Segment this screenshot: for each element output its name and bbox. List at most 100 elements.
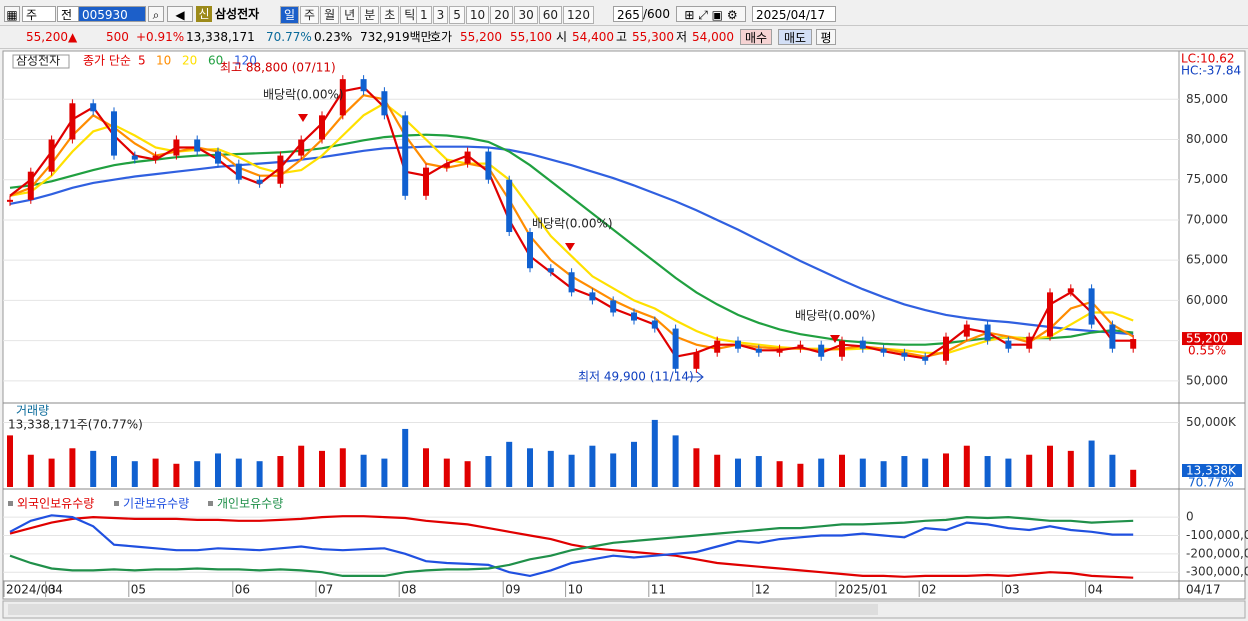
chart-area: 50,00055,00060,00065,00070,00075,00080,0… <box>2 50 1248 619</box>
period-button[interactable]: 분 <box>360 6 380 24</box>
market-select[interactable]: 주 <box>22 6 56 22</box>
count-input[interactable]: 265 <box>613 6 643 22</box>
date-input[interactable]: 2025/04/17 <box>752 6 836 22</box>
last-price-box <box>1182 332 1242 346</box>
volume-bar <box>360 454 367 487</box>
volume-bar <box>235 458 242 487</box>
volume-bar <box>27 454 34 487</box>
volume-bar <box>194 461 201 487</box>
volume-bar <box>1005 458 1012 487</box>
vol-ratio: 70.77% <box>266 30 312 44</box>
candle <box>839 340 845 357</box>
period-button[interactable]: 일 <box>280 6 300 24</box>
candle <box>547 268 554 273</box>
volume-bar <box>402 428 409 487</box>
volume-bar <box>755 456 762 487</box>
bid: 55,100 <box>510 30 552 44</box>
legend-entry: 10 <box>156 54 171 68</box>
candle <box>984 324 991 341</box>
marker-arrow <box>830 335 840 343</box>
low-label: 저 <box>676 30 688 44</box>
candle <box>131 155 138 160</box>
interval-button[interactable]: 3 <box>432 6 449 24</box>
sound[interactable]: ◀ <box>167 6 193 22</box>
candle <box>360 79 367 92</box>
candle <box>672 328 679 369</box>
period-button[interactable]: 월 <box>320 6 340 24</box>
legend-entry: 개인보유수량 <box>217 497 283 511</box>
candle <box>1130 339 1137 349</box>
candle <box>714 340 721 353</box>
interval-button[interactable]: 30 <box>514 6 538 24</box>
interval-button[interactable]: 5 <box>449 6 465 24</box>
last-date: 04/17 <box>1186 583 1221 597</box>
candle <box>277 155 284 184</box>
interval-button[interactable]: 60 <box>538 6 563 24</box>
marker-arrow <box>565 243 575 251</box>
volume-bar <box>298 445 305 487</box>
candle <box>527 232 533 269</box>
volume-bar <box>818 458 825 487</box>
interval-button[interactable]: 120 <box>563 6 594 24</box>
interval-button[interactable]: 1 <box>416 6 432 24</box>
x-tick-label: 08 <box>401 583 416 597</box>
y-tick-label: 60,000 <box>1186 293 1228 307</box>
tools[interactable]: ⊞ ⤢ ▣ ⚙ <box>676 6 746 22</box>
period-button[interactable]: 초 <box>380 6 400 24</box>
hc-label: HC:-37.84 <box>1181 64 1241 78</box>
y-tick-label: -300,000,0 <box>1186 565 1248 579</box>
candle <box>402 115 409 196</box>
volume-bar <box>651 419 658 487</box>
volume-bar <box>880 461 887 487</box>
sell-button[interactable]: 매도 <box>778 29 812 45</box>
x-tick-label: 09 <box>505 583 520 597</box>
annotation: 최고 88,800 (07/11) <box>220 61 336 75</box>
panel-subtitle: 13,338,171주(70.77%) <box>8 418 143 432</box>
candle <box>256 179 263 184</box>
candle <box>1005 340 1012 349</box>
candle <box>735 340 741 349</box>
last-volume: 13,338K <box>1186 464 1237 478</box>
period-button[interactable]: 년 <box>340 6 360 24</box>
x-tick-label: 07 <box>318 583 333 597</box>
scroll-thumb[interactable] <box>8 604 878 615</box>
volume-bar <box>506 441 513 487</box>
series-line <box>9 145 1134 336</box>
volume-bar <box>922 458 929 487</box>
x-tick-label: 2024/03 <box>6 583 56 597</box>
x-tick-label: 05 <box>131 583 146 597</box>
period-button[interactable]: 주 <box>300 6 320 24</box>
interval-button[interactable]: 20 <box>490 6 514 24</box>
volume-bar <box>443 458 450 487</box>
y-tick-label: 0 <box>1186 510 1194 524</box>
last-volume-box <box>1182 464 1242 477</box>
y-tick-label: 50,000K <box>1186 415 1237 429</box>
volume-bar <box>714 454 721 487</box>
menu-icon[interactable]: ▦ <box>4 6 20 22</box>
volume-bar <box>547 450 554 487</box>
search[interactable]: ⌕ <box>148 6 164 22</box>
last-change: 0.55% <box>1188 344 1226 358</box>
x-tick-label: 10 <box>568 583 583 597</box>
last-ratio: 70.77% <box>1188 476 1234 490</box>
y-tick-label: -200,000,0 <box>1186 546 1248 560</box>
volume-bar <box>485 456 492 487</box>
legend-entry: 5 <box>138 54 146 68</box>
candle <box>443 163 450 168</box>
volume-bar <box>319 450 325 487</box>
candle <box>215 151 221 164</box>
legend-entry: 외국인보유수량 <box>17 497 94 511</box>
buy-button[interactable]: 매수 <box>740 29 772 45</box>
avg-button[interactable]: 평 <box>816 29 836 45</box>
x-tick-label: 11 <box>651 583 666 597</box>
volume-bar <box>610 453 617 487</box>
volume-bar <box>527 448 533 487</box>
volume-bar <box>48 458 55 487</box>
high: 55,300 <box>632 30 674 44</box>
interval-group: 1 3 5 10 20 30 60 120 <box>416 6 594 24</box>
volume-bar <box>943 453 949 487</box>
interval-button[interactable]: 10 <box>465 6 490 24</box>
code-input[interactable]: 005930 <box>78 6 146 22</box>
candle <box>27 171 34 200</box>
